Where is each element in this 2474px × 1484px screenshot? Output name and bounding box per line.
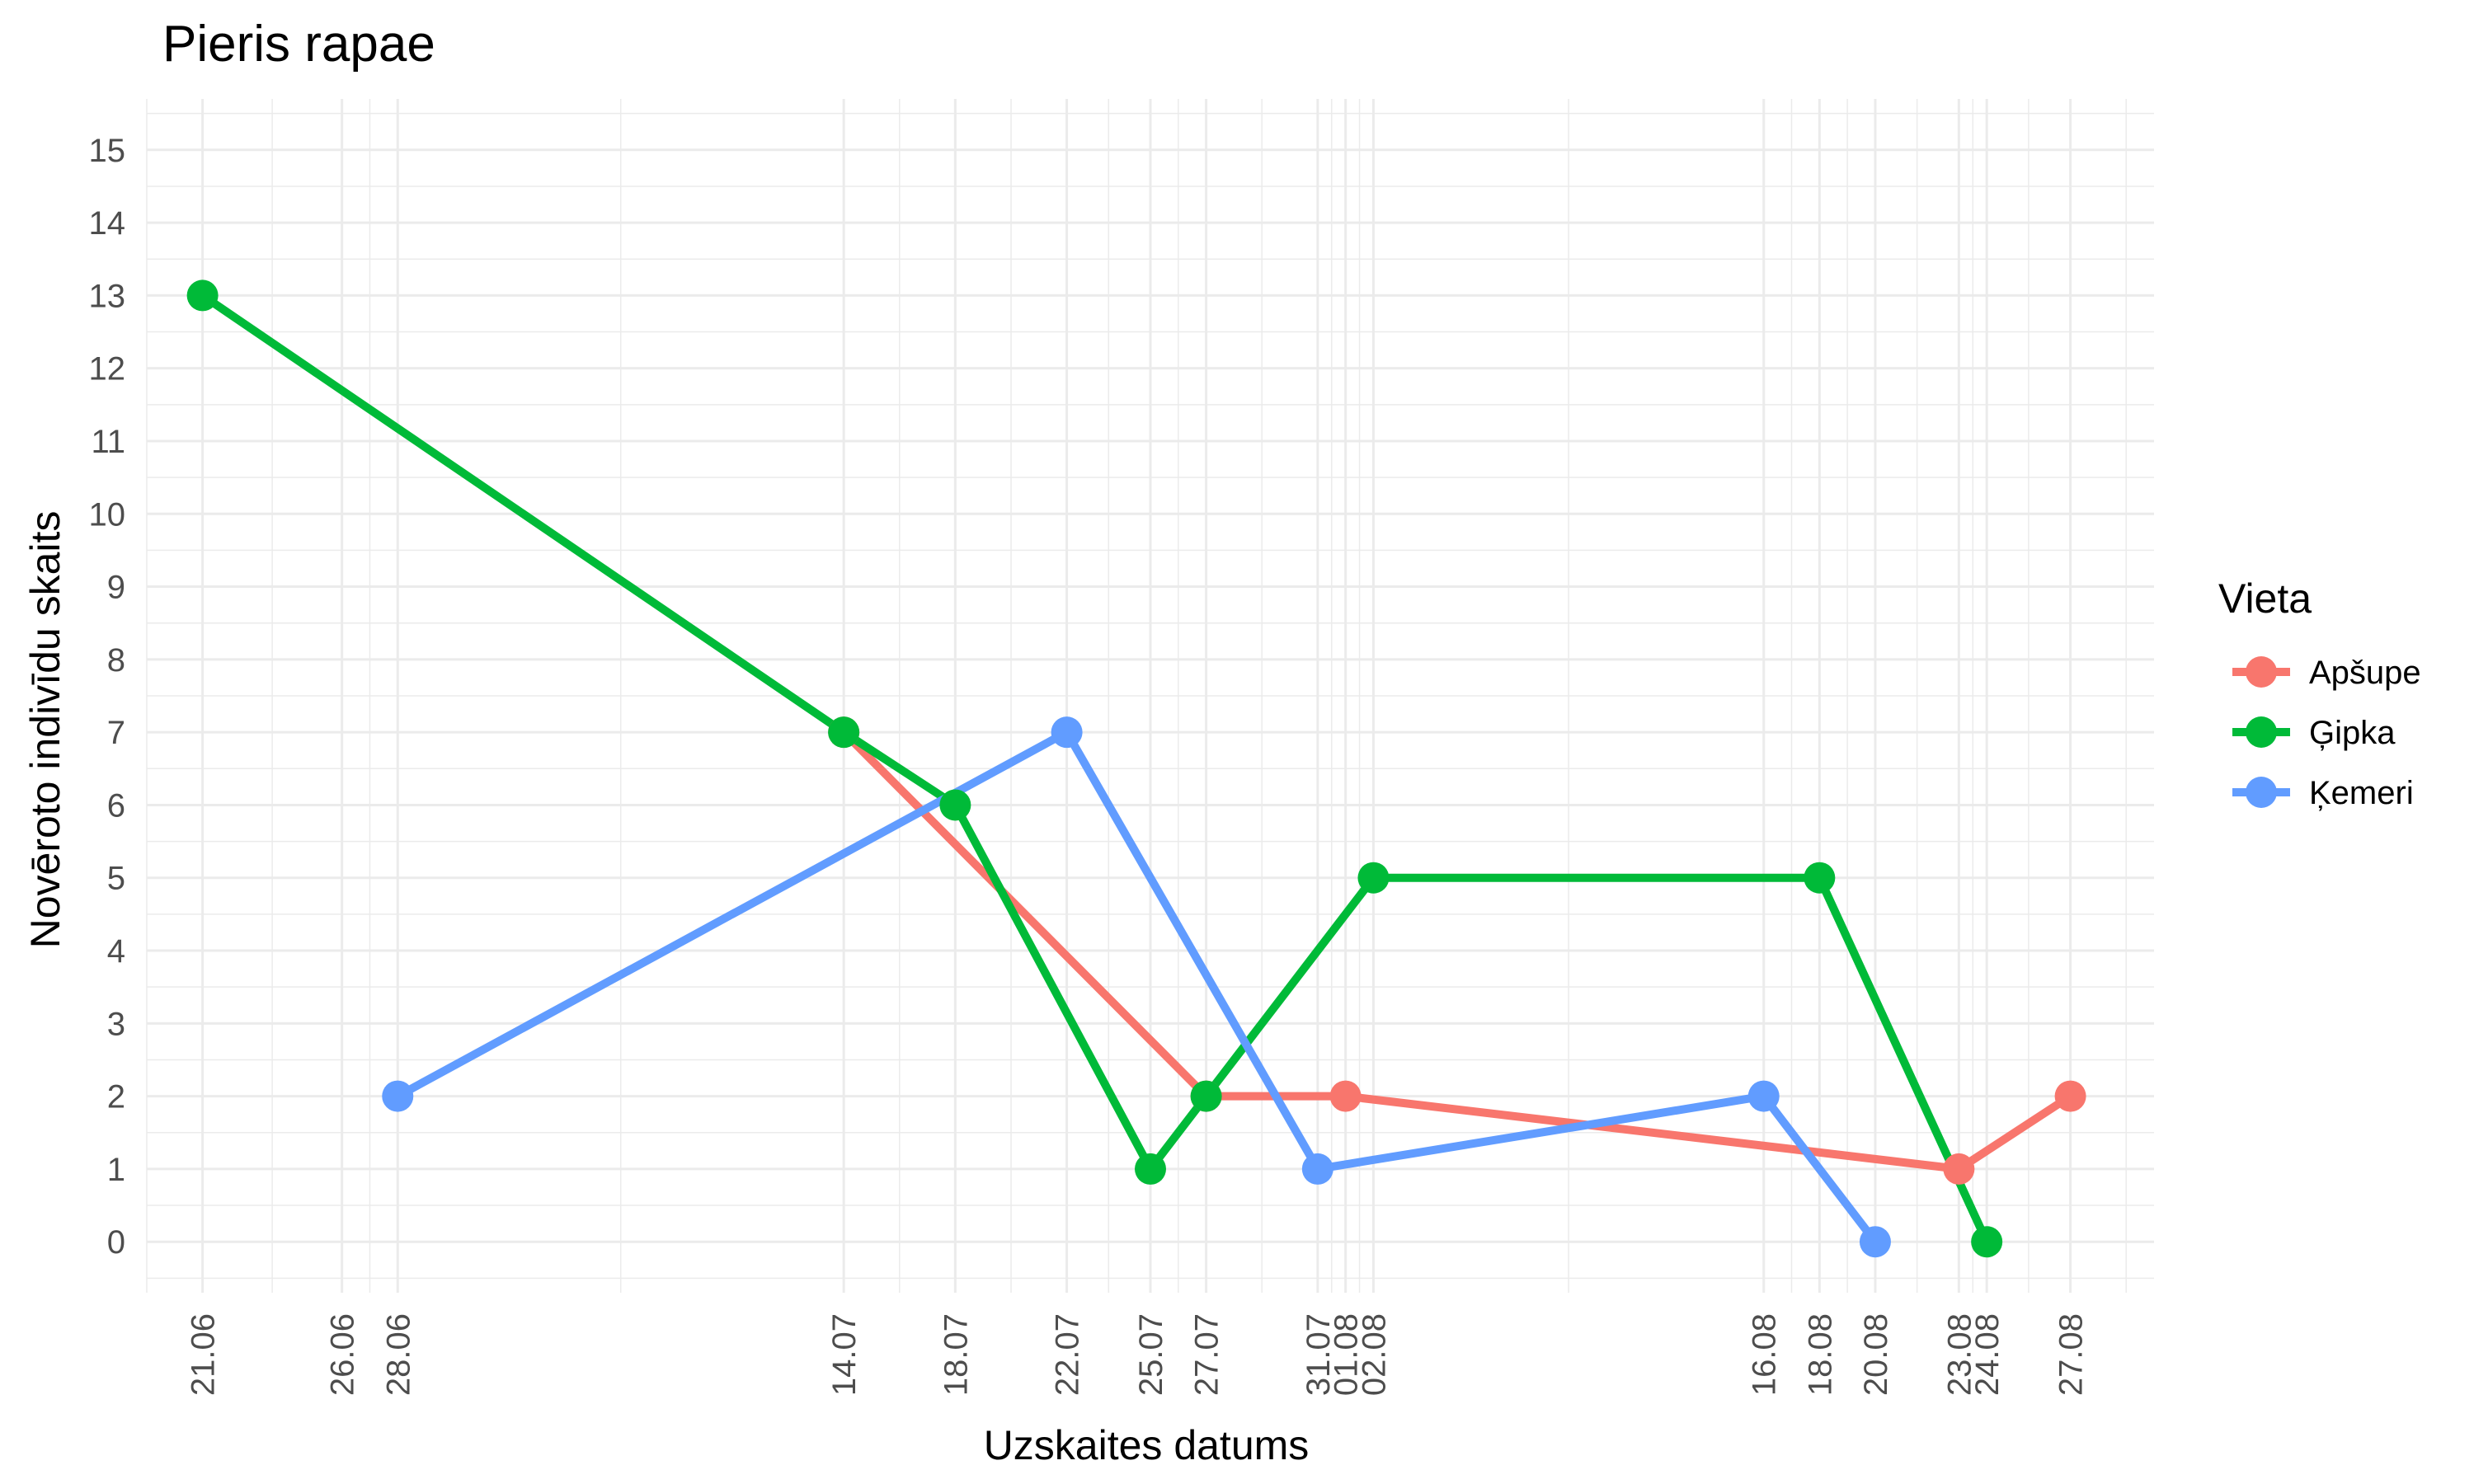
y-tick-label: 4 bbox=[107, 933, 125, 970]
y-tick-label: 6 bbox=[107, 787, 125, 824]
legend-key-point bbox=[2246, 656, 2277, 688]
y-tick-label: 13 bbox=[89, 278, 126, 314]
legend-label: Ģipka bbox=[2309, 715, 2396, 751]
y-tick-label: 15 bbox=[89, 133, 126, 169]
series-group bbox=[186, 279, 2086, 1258]
x-tick-label: 23.08 bbox=[1941, 1313, 1978, 1396]
data-point bbox=[1971, 1226, 2003, 1258]
x-tick-label: 28.06 bbox=[380, 1313, 416, 1396]
x-tick-label: 18.08 bbox=[1802, 1313, 1838, 1396]
x-tick-label: 14.07 bbox=[826, 1313, 863, 1396]
data-point bbox=[939, 789, 971, 821]
y-tick-label: 12 bbox=[89, 351, 126, 387]
data-point bbox=[1329, 1080, 1362, 1112]
y-tick-label: 3 bbox=[107, 1006, 125, 1042]
legend-key-point bbox=[2246, 777, 2277, 808]
x-tick-label: 22.07 bbox=[1050, 1313, 1086, 1396]
x-tick-label: 25.07 bbox=[1133, 1313, 1169, 1396]
data-point bbox=[1301, 1153, 1333, 1185]
y-tick-label: 2 bbox=[107, 1079, 125, 1115]
data-point bbox=[1051, 716, 1083, 749]
data-point bbox=[1859, 1226, 1891, 1258]
data-point bbox=[2054, 1080, 2086, 1112]
y-tick-label: 14 bbox=[89, 205, 126, 242]
x-tick-label: 31.07 bbox=[1300, 1313, 1337, 1396]
y-tick-label: 10 bbox=[89, 496, 126, 533]
y-tick-label: 1 bbox=[107, 1152, 125, 1188]
x-tick-label: 18.07 bbox=[938, 1313, 974, 1396]
data-point bbox=[382, 1080, 414, 1112]
legend-label: Apšupe bbox=[2309, 655, 2421, 691]
x-tick-label: 20.08 bbox=[1858, 1313, 1894, 1396]
series-line-Ģipka bbox=[200, 292, 1991, 1244]
x-tick-label: 27.07 bbox=[1189, 1313, 1225, 1396]
x-tick-label: 16.08 bbox=[1747, 1313, 1783, 1396]
y-axis-title: Novēroto indivīdu skaits bbox=[22, 511, 68, 949]
data-point bbox=[1747, 1080, 1780, 1112]
legend: Vieta Apšupe Ģipka Ķemeri bbox=[2218, 575, 2421, 811]
legend-items: Apšupe Ģipka Ķemeri bbox=[2232, 655, 2421, 811]
y-tick-label: 11 bbox=[91, 424, 125, 460]
y-tick-label: 8 bbox=[107, 642, 125, 679]
x-axis-ticks: 21.06 26.06 28.06 14.07 18.07 22.07 25.07 27.07… bbox=[186, 1313, 2090, 1396]
data-point bbox=[1804, 862, 1836, 894]
chart-title: Pieris rapae bbox=[162, 16, 435, 73]
x-tick-label: 27.08 bbox=[2053, 1313, 2090, 1396]
data-point bbox=[1943, 1153, 1975, 1185]
x-tick-label: 02.08 bbox=[1356, 1313, 1392, 1396]
x-tick-label: 24.08 bbox=[1969, 1313, 2006, 1396]
data-point bbox=[1135, 1153, 1166, 1185]
legend-title: Vieta bbox=[2218, 575, 2312, 622]
x-tick-label: 21.06 bbox=[186, 1313, 222, 1396]
legend-key-point bbox=[2246, 716, 2277, 748]
y-tick-label: 7 bbox=[107, 715, 125, 751]
y-tick-label: 0 bbox=[107, 1224, 125, 1261]
y-tick-label: 5 bbox=[107, 861, 125, 897]
x-tick-label: 01.08 bbox=[1329, 1313, 1365, 1396]
grid bbox=[146, 99, 2154, 1293]
data-point bbox=[186, 279, 219, 312]
data-point bbox=[1190, 1080, 1222, 1112]
data-point bbox=[828, 716, 860, 749]
x-tick-label: 26.06 bbox=[325, 1313, 361, 1396]
data-point bbox=[1357, 862, 1390, 894]
y-tick-label: 9 bbox=[107, 570, 125, 606]
legend-label: Ķemeri bbox=[2309, 775, 2414, 811]
x-axis-title: Uzskaites datums bbox=[984, 1422, 1310, 1468]
